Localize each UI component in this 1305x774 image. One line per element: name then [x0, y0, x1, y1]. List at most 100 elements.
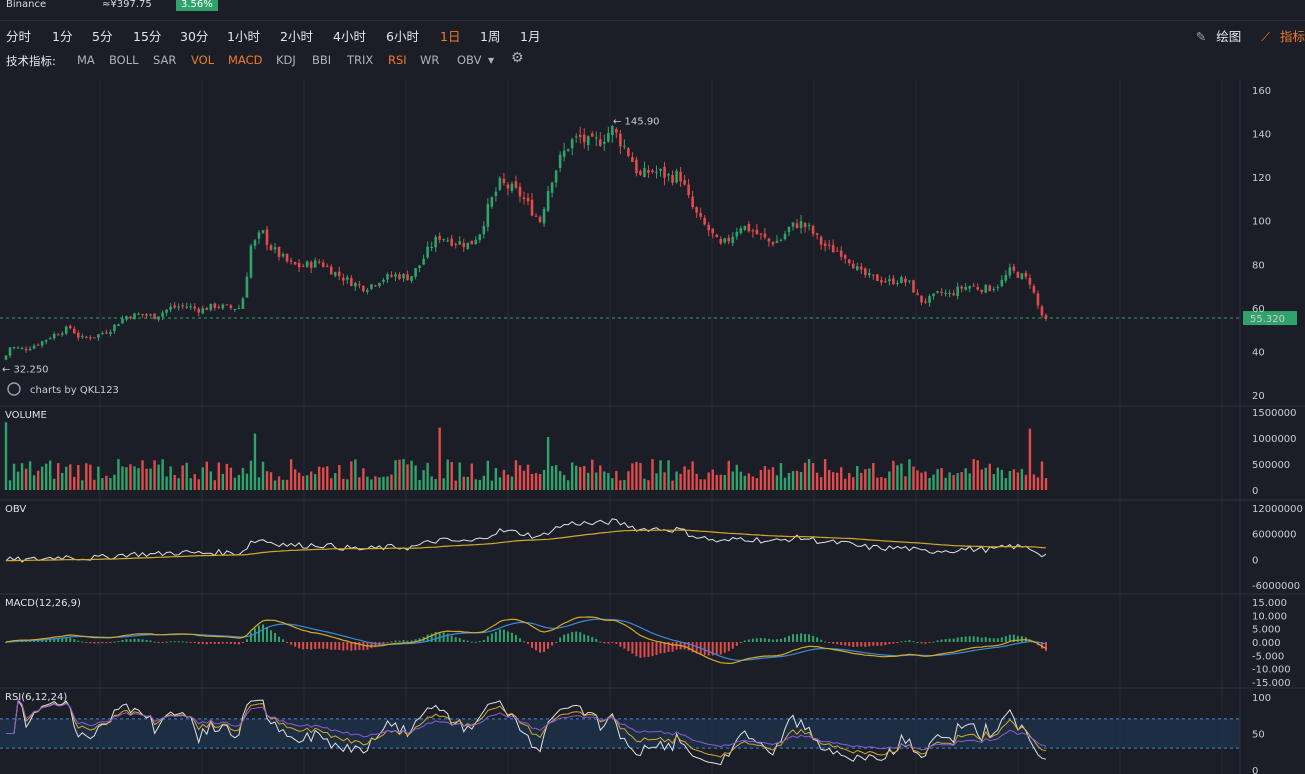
macd-histogram-bar: [213, 642, 216, 644]
volume-bar: [864, 469, 867, 490]
macd-histogram-bar: [161, 642, 164, 643]
volume-bar: [322, 467, 325, 490]
candle-body: [502, 178, 506, 184]
interval-toolbar: 分时 1分 5分 15分 30分 1小时 2小时 4小时 6小时 1日 1周 1…: [0, 22, 1305, 46]
volume-bar: [723, 474, 726, 490]
indicator-boll[interactable]: BOLL: [109, 53, 139, 67]
macd-histogram-bar: [61, 638, 64, 642]
candle-body: [213, 303, 217, 308]
pencil-icon[interactable]: ✎: [1195, 29, 1207, 44]
volume-bar: [868, 468, 871, 490]
interval-tab[interactable]: 5分: [92, 29, 113, 44]
obv-axis-tick: 12000000: [1252, 504, 1303, 515]
macd-histogram-bar: [599, 641, 602, 643]
volume-bar: [803, 462, 807, 490]
macd-histogram-bar: [169, 641, 172, 643]
volume-bar: [607, 473, 610, 490]
interval-tab[interactable]: 2小时: [280, 29, 313, 44]
candle-body: [165, 309, 168, 313]
interval-tab[interactable]: 30分: [180, 29, 209, 44]
indicator-wr[interactable]: WR: [420, 53, 440, 67]
macd-histogram-bar: [137, 638, 140, 642]
volume-bar: [318, 466, 321, 490]
indicator-vol[interactable]: VOL: [191, 53, 215, 67]
volume-bar: [562, 474, 566, 490]
macd-histogram-bar: [936, 640, 939, 642]
volume-bar: [546, 436, 550, 490]
obv-ma-line: [5, 529, 1047, 562]
volume-bar: [984, 467, 987, 490]
macd-histogram-bar: [358, 642, 361, 650]
candle-body: [908, 280, 911, 282]
indicator-toolbar: 技术指标: MA BOLL SAR VOL MACD KDJ BBI TRIX …: [0, 50, 1305, 72]
interval-tab[interactable]: 1分: [52, 29, 73, 44]
indicator-rsi[interactable]: RSI: [388, 53, 407, 67]
indicator-sar[interactable]: SAR: [153, 53, 177, 67]
candle-body: [442, 239, 445, 241]
candle-body: [635, 159, 638, 174]
volume-bar: [956, 473, 959, 490]
macd-histogram-bar: [868, 642, 871, 647]
candle-body: [269, 245, 273, 250]
candle-body: [329, 266, 333, 275]
price-axis-tick: 80: [1252, 260, 1265, 271]
interval-tab[interactable]: 分时: [6, 29, 32, 44]
macd-histogram-bar: [583, 634, 586, 642]
volume-bar: [852, 477, 855, 490]
indicator-button[interactable]: 指标: [1279, 29, 1305, 44]
volume-bar: [209, 471, 212, 490]
macd-histogram-bar: [792, 634, 795, 642]
draw-button[interactable]: 绘图: [1216, 29, 1242, 44]
volume-bar: [530, 473, 534, 490]
indicator-bbi[interactable]: BBI: [312, 53, 332, 67]
volume-bar: [506, 474, 510, 490]
candle-body: [574, 136, 578, 138]
macd-histogram-bar: [864, 642, 867, 647]
volume-bar: [566, 480, 570, 490]
candle-body: [1044, 315, 1048, 319]
volume-bar: [133, 466, 136, 490]
interval-tab[interactable]: 4小时: [333, 29, 366, 44]
macd-histogram-bar: [996, 638, 999, 642]
indicator-obv[interactable]: OBV: [457, 53, 482, 67]
price-panel[interactable]: 55.320 ← 145.90 ← 32.250 charts by QKL123: [0, 117, 1297, 396]
candle-body: [944, 292, 947, 294]
candle-body: [173, 305, 176, 308]
candle-body: [337, 271, 341, 277]
interval-tab[interactable]: 1周: [480, 29, 501, 44]
candle-body: [209, 303, 213, 310]
chevron-down-icon[interactable]: ▼: [488, 56, 495, 65]
interval-tab-active[interactable]: 1日: [440, 29, 461, 44]
candle-body: [4, 355, 8, 360]
volume-bar: [783, 477, 787, 490]
indicator-ma[interactable]: MA: [77, 53, 95, 67]
interval-tab[interactable]: 1小时: [227, 29, 260, 44]
interval-tab[interactable]: 15分: [133, 29, 162, 44]
macd-histogram-bar: [474, 641, 477, 643]
candle-body: [787, 227, 791, 233]
chart-line-icon[interactable]: ⟋: [1261, 29, 1270, 44]
macd-histogram-bar: [65, 637, 68, 642]
volume-bar: [1020, 469, 1024, 490]
indicator-macd[interactable]: MACD: [228, 53, 263, 67]
volume-bar: [273, 480, 277, 490]
volume-bar: [289, 459, 293, 490]
volume-bar: [1040, 461, 1044, 490]
macd-histogram-bar: [1004, 636, 1007, 642]
macd-histogram-bar: [687, 642, 690, 651]
interval-tab[interactable]: 6小时: [386, 29, 419, 44]
rsi-axis-tick: 100: [1252, 693, 1271, 704]
interval-tab[interactable]: 1月: [520, 29, 541, 44]
candle-body: [277, 246, 281, 257]
macd-histogram-bar: [1044, 642, 1047, 651]
gear-icon[interactable]: ⚙: [511, 50, 524, 66]
indicator-kdj[interactable]: KDJ: [276, 53, 296, 67]
candle-body: [835, 250, 839, 252]
volume-bar: [309, 471, 313, 490]
macd-histogram-bar: [217, 642, 220, 644]
volume-bar: [52, 478, 56, 490]
macd-axis-tick: -5.000: [1252, 651, 1284, 662]
volume-bar: [245, 473, 249, 490]
indicator-trix[interactable]: TRIX: [347, 53, 374, 67]
